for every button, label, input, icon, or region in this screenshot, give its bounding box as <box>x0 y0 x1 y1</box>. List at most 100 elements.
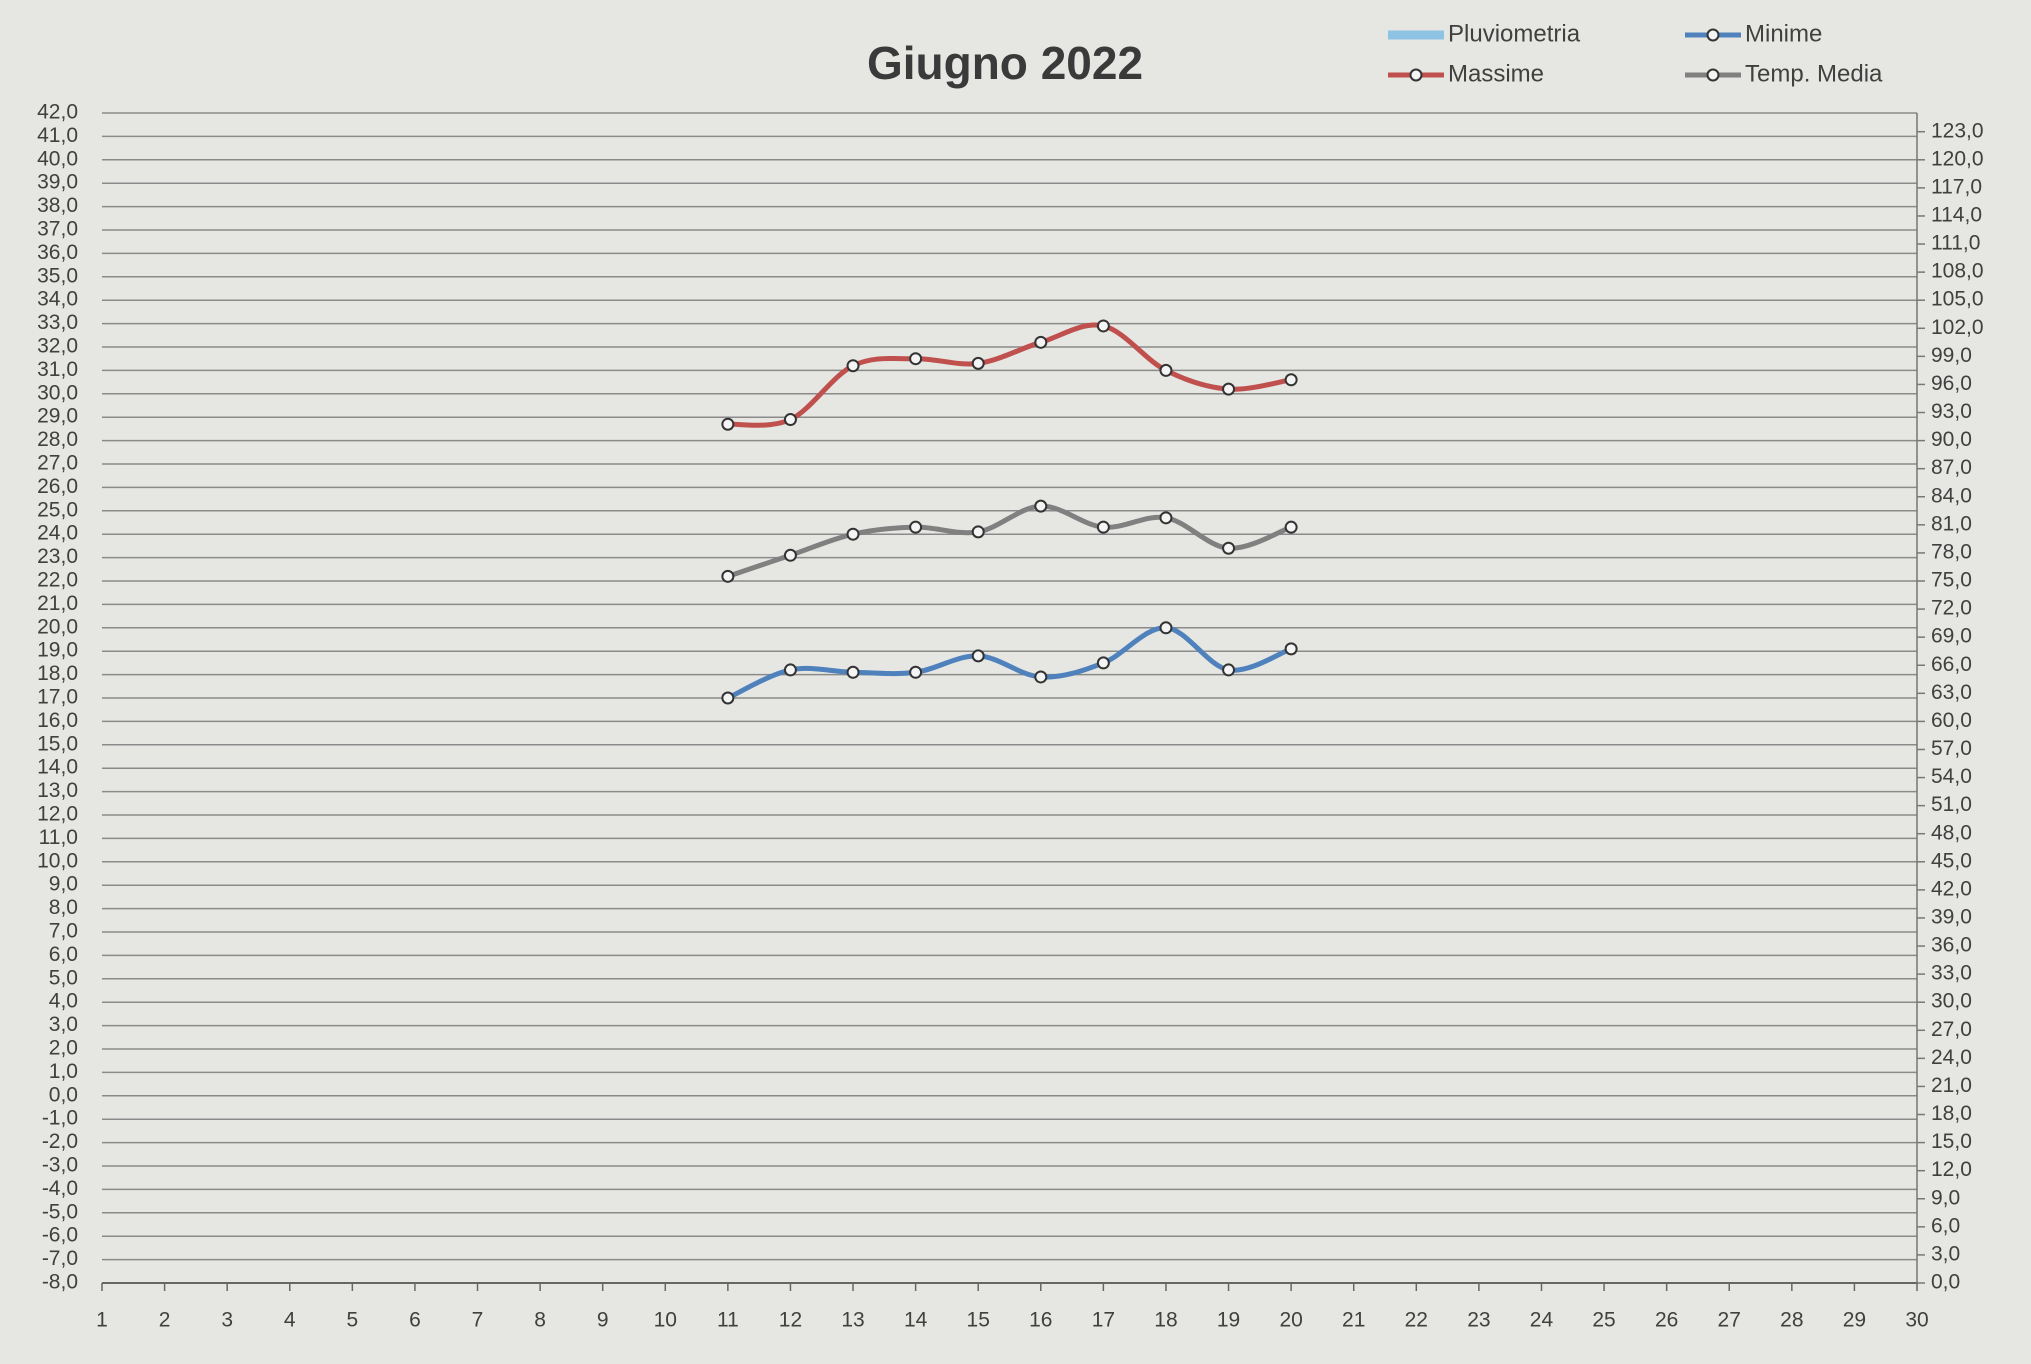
y2-tick-label: 114,0 <box>1931 204 1982 227</box>
y-tick-label: 27,0 <box>37 452 78 475</box>
y2-tick-label: 81,0 <box>1931 512 1972 535</box>
y-tick-label: -4,0 <box>42 1177 78 1200</box>
y-tick-label: 2,0 <box>49 1037 78 1060</box>
y2-tick-label: 60,0 <box>1931 709 1972 732</box>
y2-tick-label: 117,0 <box>1931 175 1982 198</box>
y2-tick-label: 48,0 <box>1931 821 1972 844</box>
y-tick-label: 8,0 <box>49 896 78 919</box>
y-tick-label: 20,0 <box>37 615 78 638</box>
y-tick-label: 21,0 <box>37 592 78 615</box>
y-tick-label: 28,0 <box>37 428 78 451</box>
x-tick-label: 4 <box>284 1309 296 1332</box>
y-tick-label: -7,0 <box>42 1247 78 1270</box>
series-line <box>725 322 1294 428</box>
data-point <box>846 527 860 541</box>
y-tick-label: -5,0 <box>42 1200 78 1223</box>
y-tick-label: 23,0 <box>37 545 78 568</box>
data-point <box>1222 663 1236 677</box>
y2-tick-label: 39,0 <box>1931 906 1972 929</box>
data-point <box>1096 656 1110 670</box>
data-point <box>1284 373 1298 387</box>
x-tick-label: 13 <box>841 1309 864 1332</box>
data-point <box>1034 670 1048 684</box>
y2-tick-label: 72,0 <box>1931 597 1972 620</box>
data-point <box>846 359 860 373</box>
y2-tick-label: 24,0 <box>1931 1046 1972 1069</box>
data-point <box>846 665 860 679</box>
y2-tick-label: 54,0 <box>1931 765 1972 788</box>
y-tick-label: 26,0 <box>37 475 78 498</box>
data-point <box>1096 319 1110 333</box>
series-line <box>725 625 1294 701</box>
chart-title: Giugno 2022 <box>867 37 1143 89</box>
y2-tick-label: 57,0 <box>1931 737 1972 760</box>
data-point <box>721 569 735 583</box>
x-tick-label: 23 <box>1467 1309 1490 1332</box>
data-point <box>1222 382 1236 396</box>
y-tick-label: 29,0 <box>37 405 78 428</box>
data-point <box>1284 520 1298 534</box>
legend-marker <box>1409 68 1423 82</box>
y-tick-label: 18,0 <box>37 662 78 685</box>
x-tick-label: 16 <box>1029 1309 1052 1332</box>
x-tick-label: 30 <box>1905 1309 1928 1332</box>
y-tick-label: 31,0 <box>37 358 78 381</box>
data-point <box>1284 642 1298 656</box>
y2-tick-label: 102,0 <box>1931 316 1984 339</box>
y-tick-label: 9,0 <box>49 873 78 896</box>
y-tick-label: 11,0 <box>39 826 78 849</box>
legend-label: Temp. Media <box>1745 60 1883 87</box>
data-point <box>1034 499 1048 513</box>
x-tick-label: 3 <box>221 1309 233 1332</box>
y2-tick-label: 36,0 <box>1931 934 1972 957</box>
y2-tick-label: 123,0 <box>1931 119 1984 142</box>
y-tick-label: 14,0 <box>37 756 78 779</box>
x-tick-label: 29 <box>1843 1309 1866 1332</box>
y2-tick-label: 99,0 <box>1931 344 1972 367</box>
y2-tick-label: 69,0 <box>1931 625 1972 648</box>
y2-tick-label: 108,0 <box>1931 260 1984 283</box>
y-tick-label: -2,0 <box>42 1130 78 1153</box>
data-point <box>721 417 735 431</box>
data-point <box>1222 541 1236 555</box>
y2-tick-label: 66,0 <box>1931 653 1972 676</box>
data-point <box>783 663 797 677</box>
data-point <box>721 691 735 705</box>
y-tick-label: 30,0 <box>37 381 78 404</box>
x-tick-label: 7 <box>472 1309 484 1332</box>
y2-tick-label: 30,0 <box>1931 990 1972 1013</box>
y-tick-label: 17,0 <box>37 686 78 709</box>
x-tick-label: 17 <box>1092 1309 1115 1332</box>
y-tick-label: 37,0 <box>37 218 78 241</box>
y2-tick-label: 75,0 <box>1931 569 1972 592</box>
y-tick-label: 1,0 <box>49 1060 78 1083</box>
y2-tick-label: 111,0 <box>1931 232 1980 255</box>
y2-tick-label: 93,0 <box>1931 400 1972 423</box>
x-tick-label: 22 <box>1405 1309 1428 1332</box>
y-tick-label: -6,0 <box>42 1224 78 1247</box>
y2-tick-label: 105,0 <box>1931 288 1984 311</box>
y-tick-label: 6,0 <box>49 943 78 966</box>
y-tick-label: 25,0 <box>37 498 78 521</box>
data-point <box>971 525 985 539</box>
y2-tick-label: 27,0 <box>1931 1018 1972 1041</box>
y-tick-label: 35,0 <box>37 264 78 287</box>
x-tick-label: 14 <box>904 1309 928 1332</box>
legend-label: Pluviometria <box>1448 20 1581 47</box>
y-tick-label: 42,0 <box>37 101 78 124</box>
x-tick-label: 15 <box>967 1309 990 1332</box>
y-tick-label: -1,0 <box>42 1107 78 1130</box>
y-tick-label: 38,0 <box>37 194 78 217</box>
y2-tick-label: 96,0 <box>1931 372 1972 395</box>
y2-tick-label: 15,0 <box>1931 1130 1972 1153</box>
y2-tick-label: 9,0 <box>1931 1186 1960 1209</box>
y2-tick-label: 51,0 <box>1931 793 1972 816</box>
data-point <box>1159 621 1173 635</box>
y-tick-label: 19,0 <box>37 639 78 662</box>
y2-tick-label: 84,0 <box>1931 484 1972 507</box>
data-point <box>1159 511 1173 525</box>
data-point <box>971 649 985 663</box>
data-point <box>1034 335 1048 349</box>
y2-tick-label: 45,0 <box>1931 849 1972 872</box>
